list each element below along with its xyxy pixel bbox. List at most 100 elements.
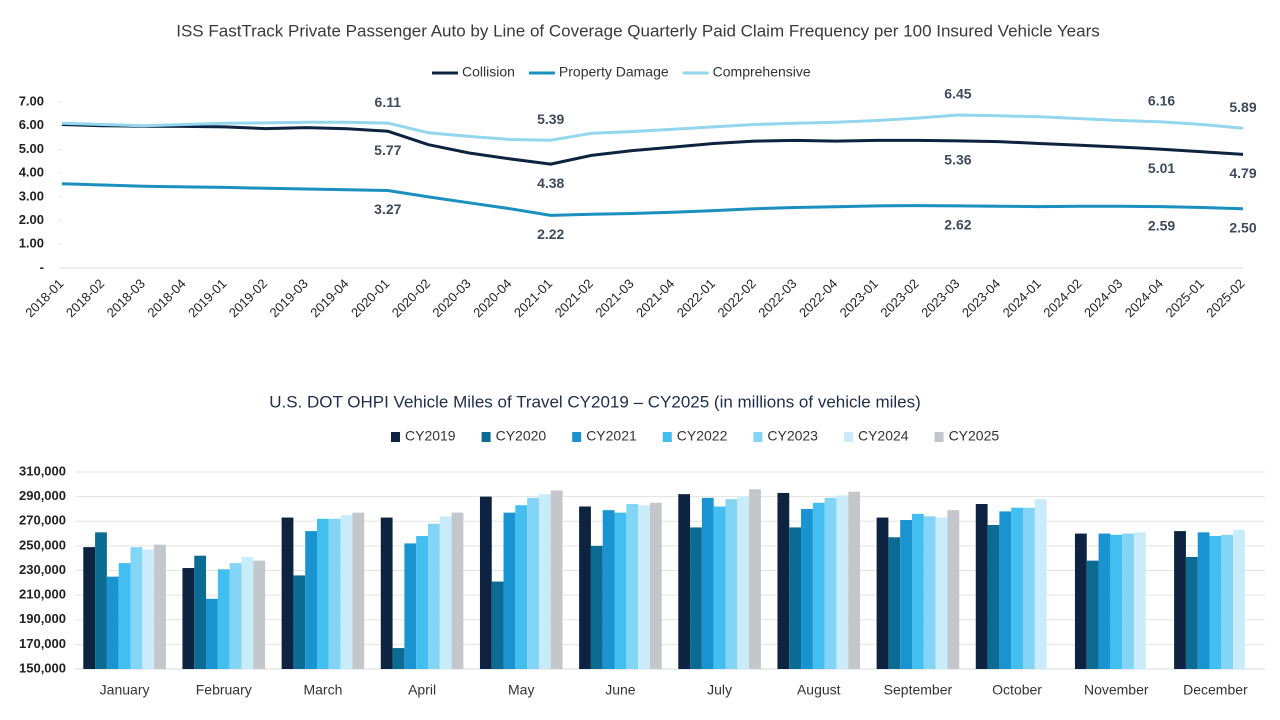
bar xyxy=(281,517,294,669)
x-tick-label: 2024-01 xyxy=(1000,276,1044,320)
y-tick-label: 270,000 xyxy=(19,513,66,528)
bar xyxy=(229,563,242,669)
bar xyxy=(999,511,1012,669)
line-series xyxy=(61,123,1244,166)
bar xyxy=(579,506,591,669)
bar xyxy=(479,496,492,669)
bar xyxy=(801,508,813,669)
data-label: 5.39 xyxy=(537,111,564,127)
x-tick-label: 2021-01 xyxy=(511,276,555,320)
bar xyxy=(749,489,761,669)
bar xyxy=(900,520,913,669)
bar xyxy=(491,581,504,669)
bar xyxy=(737,496,750,669)
bar xyxy=(947,510,960,669)
x-tick-label: June xyxy=(605,682,636,698)
bar xyxy=(987,524,1000,669)
x-tick-label: 2023-04 xyxy=(959,276,1003,320)
bar xyxy=(812,502,825,669)
legend-swatch xyxy=(391,432,400,442)
bar xyxy=(1209,536,1222,669)
bar xyxy=(95,532,107,669)
data-label: 2.62 xyxy=(944,217,971,233)
y-tick-label: 7.00 xyxy=(19,93,44,108)
bar xyxy=(777,492,790,669)
bar xyxy=(678,494,691,669)
bar xyxy=(1098,533,1111,669)
bar xyxy=(83,547,96,669)
bar xyxy=(848,491,861,669)
bar xyxy=(241,556,254,669)
x-tick-label: 2020-03 xyxy=(429,276,473,320)
bar xyxy=(1221,534,1234,669)
bar xyxy=(1122,533,1134,669)
bar xyxy=(701,497,714,669)
bar xyxy=(538,494,551,669)
x-tick-label: April xyxy=(408,682,436,698)
bar xyxy=(876,517,889,669)
bar xyxy=(836,495,849,669)
bar xyxy=(118,563,131,669)
bar xyxy=(1086,560,1099,669)
x-tick-label: January xyxy=(100,682,150,698)
bar xyxy=(725,499,738,669)
data-label: 5.89 xyxy=(1229,99,1256,115)
legend-label: Collision xyxy=(462,64,515,80)
x-tick-label: February xyxy=(196,682,252,698)
bar xyxy=(649,502,662,669)
legend-swatch xyxy=(753,432,763,442)
x-tick-label: December xyxy=(1183,682,1248,698)
x-tick-label: 2021-02 xyxy=(552,276,596,320)
x-tick-label: September xyxy=(884,682,953,698)
data-label: 2.22 xyxy=(537,226,564,242)
y-tick-label: 1.00 xyxy=(19,236,44,251)
bar xyxy=(130,547,143,669)
bar xyxy=(550,490,563,669)
bar xyxy=(789,527,802,669)
legend-label: CY2019 xyxy=(405,428,456,444)
bar xyxy=(527,497,539,669)
legend-label: Property Damage xyxy=(559,64,669,80)
bar xyxy=(217,569,230,669)
bar xyxy=(416,536,428,669)
x-tick-label: 2023-03 xyxy=(918,276,962,320)
x-tick-label: 2024-03 xyxy=(1081,276,1125,320)
x-tick-label: May xyxy=(508,682,534,698)
x-tick-label: 2018-03 xyxy=(104,276,148,320)
x-tick-label: 2019-01 xyxy=(185,276,229,320)
data-label: 4.38 xyxy=(537,175,564,191)
y-tick-label: 310,000 xyxy=(19,463,66,478)
bar xyxy=(305,531,318,669)
bar xyxy=(1022,507,1035,669)
x-tick-label: August xyxy=(797,682,841,698)
data-label: 3.27 xyxy=(374,201,401,217)
x-tick-label: 2025-01 xyxy=(1162,276,1206,320)
x-tick-label: 2024-02 xyxy=(1040,276,1084,320)
x-tick-label: 2022-03 xyxy=(755,276,799,320)
legend-label: CY2024 xyxy=(858,428,909,444)
bar xyxy=(328,518,341,669)
legend-label: CY2023 xyxy=(767,428,818,444)
bar xyxy=(1110,534,1123,669)
y-tick-label: 250,000 xyxy=(19,537,66,552)
x-tick-label: 2019-02 xyxy=(226,276,270,320)
bar xyxy=(1185,556,1198,669)
data-label: 5.01 xyxy=(1148,160,1175,176)
bar xyxy=(638,505,650,669)
bar xyxy=(317,518,329,669)
bar xyxy=(713,506,726,669)
y-tick-label: 230,000 xyxy=(19,562,66,577)
legend-swatch xyxy=(662,432,672,442)
y-tick-label: 170,000 xyxy=(19,636,66,651)
y-tick-label: 6.00 xyxy=(19,117,44,132)
y-tick-label: 3.00 xyxy=(19,188,44,203)
y-tick-label: 210,000 xyxy=(19,587,66,602)
data-label: 5.36 xyxy=(944,152,971,168)
x-tick-label: 2021-03 xyxy=(592,276,636,320)
legend-label: Comprehensive xyxy=(713,64,811,80)
x-tick-label: 2022-01 xyxy=(674,276,718,320)
x-tick-label: 2018-02 xyxy=(63,276,107,320)
bar xyxy=(340,515,353,669)
data-label: 2.59 xyxy=(1148,217,1175,233)
x-tick-label: 2024-04 xyxy=(1122,276,1166,320)
